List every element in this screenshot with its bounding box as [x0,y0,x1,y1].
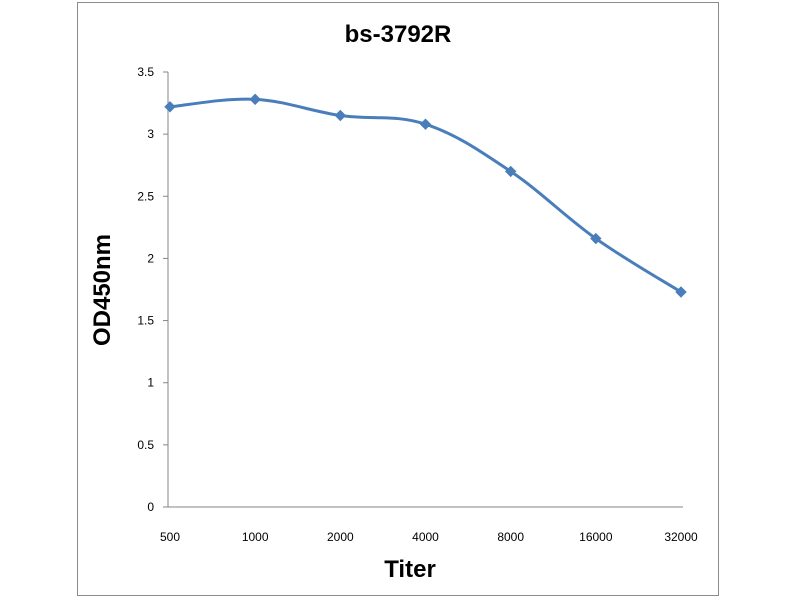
y-tick-label: 0.5 [137,438,154,452]
data-point-marker [164,101,176,113]
x-axis: 500 1000 2000 4000 8000 16000 32000 [160,506,698,544]
x-tick-label: 2000 [327,530,354,544]
x-tick-label: 4000 [412,530,439,544]
series-group [164,93,687,298]
data-point-marker [675,286,687,298]
data-point-marker [504,165,517,178]
data-point-marker [419,118,432,130]
x-tick-label: 500 [160,530,180,544]
x-tick-label: 8000 [497,530,524,544]
x-tick-label: 32000 [664,530,698,544]
y-axis: 0 0.5 1 1.5 2 2.5 3 3.5 [137,65,169,514]
y-tick-label: 0 [147,500,154,514]
data-point-marker [249,93,261,106]
x-tick-label: 1000 [242,530,269,544]
y-tick-label: 1 [147,376,154,390]
y-tick-label: 3 [147,127,154,141]
y-tick-label: 2.5 [137,189,154,203]
y-axis-title: OD450nm [89,234,116,346]
x-axis-title: Titer [384,556,436,583]
chart-frame [77,2,719,596]
chart-title: bs-3792R [345,21,452,48]
y-tick-label: 1.5 [137,314,154,328]
data-point-marker [590,232,602,245]
x-tick-label: 16000 [579,530,613,544]
data-point-marker [334,109,347,122]
y-tick-label: 2 [147,251,154,265]
y-tick-label: 3.5 [137,65,154,79]
